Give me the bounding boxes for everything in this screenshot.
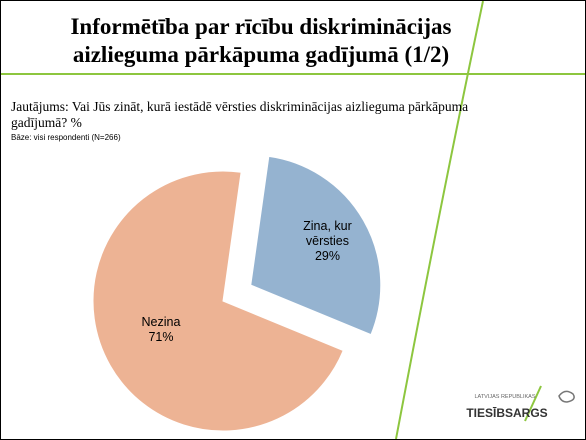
slice-category: Zina, kur vērsties — [303, 219, 352, 249]
question: Jautājums: Vai Jūs zināt, kurā iestādē v… — [11, 99, 469, 130]
logo-slash — [524, 385, 542, 422]
pie-slice — [92, 170, 344, 432]
slice-label: Nezina 71% — [121, 315, 201, 345]
accent-line — [395, 1, 484, 439]
base-note: Bāze: visi respondenti (N=266) — [11, 133, 121, 142]
logo-icon — [558, 390, 575, 403]
slice-label: Zina, kur vērsties 29% — [296, 219, 358, 264]
slice-value: 71% — [148, 329, 174, 344]
logo-top: LATVIJAS REPUBLIKAS — [474, 394, 535, 400]
logo-name: TIESĪBSARGS — [466, 406, 547, 420]
slice-value: 29% — [314, 249, 340, 264]
slide-title: Informētība par rīcību diskriminācijas a… — [70, 14, 452, 67]
pie-slice — [250, 155, 382, 336]
slice-category: Nezina — [141, 314, 181, 329]
